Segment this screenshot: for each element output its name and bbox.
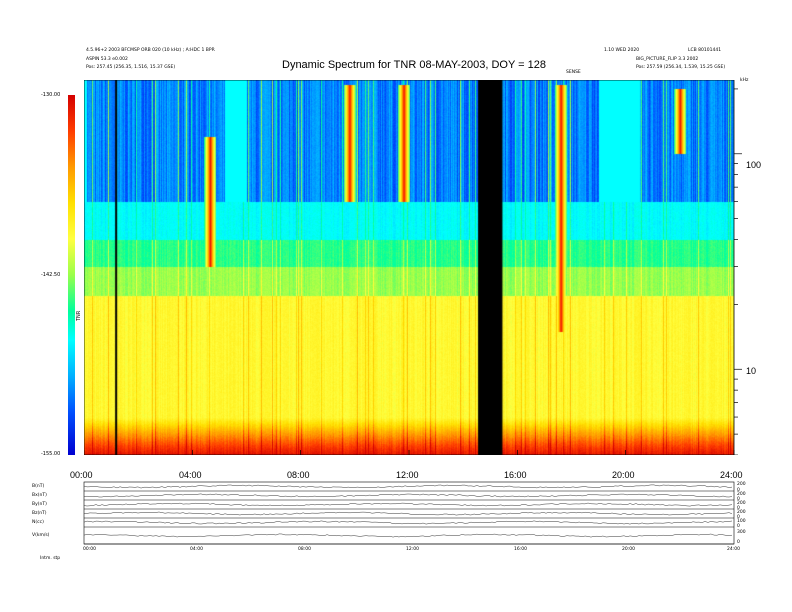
hk-x-tick-label: 20:00 [622, 547, 635, 552]
y-tick-label: 10 [746, 366, 757, 376]
hk-series-line [83, 484, 733, 489]
hk-label: V(km/s) [32, 533, 50, 538]
colorbar [68, 95, 75, 455]
hk-axis-label: 300 [737, 530, 746, 535]
x-tick-label: 12:00 [396, 470, 419, 480]
header-info-4: 1.10 WED 2020 [604, 48, 640, 53]
colorbar-tick-label: -155.00 [41, 451, 61, 457]
y-tick-label: 100 [746, 160, 762, 170]
x-tick-label: 24:00 [720, 470, 743, 480]
hk-axis-label: 0 [737, 515, 740, 520]
header-info-1: 4.5.96+2 2003 BFCMSP ORB 020 (10 kHz) ; … [86, 48, 215, 53]
hk-axis-label: 200 [737, 482, 746, 487]
hk-label: By(nT) [32, 502, 47, 507]
hk-x-tick-label: 16:00 [514, 547, 527, 552]
hk-series-line [83, 520, 733, 525]
sense-marker: SENSE [566, 70, 581, 75]
hk-label: B(nT) [32, 484, 45, 489]
hk-axis-label: 200 [737, 501, 746, 506]
spectrogram-frame [84, 80, 742, 455]
colorbar-tick-label: -130.00 [41, 92, 61, 98]
hk-x-tick-label: 24:00 [727, 547, 740, 552]
spectrogram [84, 80, 734, 455]
header-info-3: Pos: 257.45 (256.35, 1.516, 15.37 GSE) [86, 65, 176, 70]
hk-axis-label: 0 [737, 524, 740, 529]
x-tick-label: 00:00 [70, 470, 93, 480]
header-info-5: LCB 80101441 [688, 48, 722, 53]
hk-label: N(cc) [32, 520, 44, 525]
hk-x-tick-label: 04:00 [190, 547, 203, 552]
hk-series-line [83, 533, 733, 538]
hk-label: Bz(nT) [32, 511, 47, 516]
hk-axis-label: 200 [737, 510, 746, 515]
hk-axis-label: 100 [737, 519, 746, 524]
header-info-6: BIG_PICTURE_FLIP 3.3 2002 [636, 57, 699, 62]
hk-axis-label: 0 [737, 506, 740, 511]
hk-x-tick-label: 00:00 [83, 547, 96, 552]
hk-axis-label: 200 [737, 492, 746, 497]
hk-label: Bx(nT) [32, 493, 47, 498]
hk-series-line [83, 511, 733, 516]
hk-axis-label: 0 [737, 497, 740, 502]
hk-x-tick-label: 08:00 [298, 547, 311, 552]
hk-axis-label: 0 [737, 540, 740, 545]
colorbar-label: TNR [76, 310, 82, 321]
header-info-7: Pos: 257.59 (256.34, 1.539, 15.25 GSE) [636, 65, 726, 70]
hk-series-line [83, 502, 733, 507]
hk-axis-label: 0 [737, 488, 740, 493]
x-tick-label: 04:00 [179, 470, 202, 480]
chart-title: Dynamic Spectrum for TNR 08-MAY-2003, DO… [282, 59, 547, 71]
x-tick-label: 16:00 [504, 470, 527, 480]
housekeeping-panel [83, 481, 735, 545]
freq-unit: kHz [740, 78, 749, 83]
footer-label: Intm. stp [40, 556, 61, 561]
hk-x-tick-label: 12:00 [406, 547, 419, 552]
colorbar-tick-label: -142.50 [41, 272, 61, 278]
x-tick-label: 08:00 [287, 470, 310, 480]
header-info-2: ASPIN 53.3 e0.002 [86, 57, 128, 62]
hk-series-line [83, 493, 733, 498]
x-tick-label: 20:00 [612, 470, 635, 480]
